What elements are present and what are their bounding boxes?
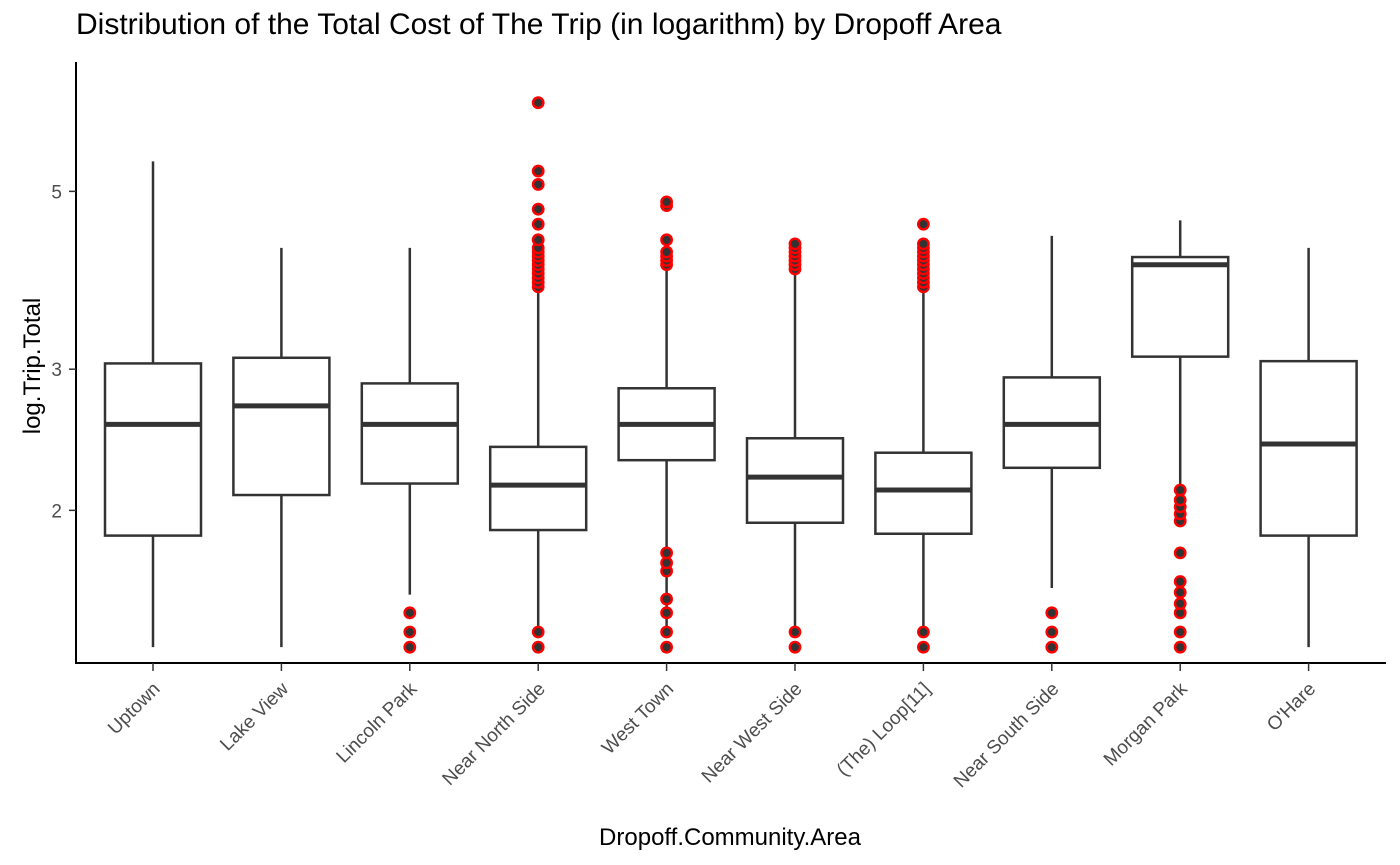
axes-layer — [75, 62, 1386, 664]
chart-title: Distribution of the Total Cost of The Tr… — [76, 8, 1002, 41]
outlier-point — [788, 640, 802, 654]
x-tick-label: Near South Side — [950, 679, 1063, 792]
iqr-box — [103, 362, 203, 537]
outlier-point — [403, 640, 417, 654]
x-tick-label: Morgan Park — [1100, 678, 1192, 770]
outlier-point — [403, 606, 417, 620]
outlier-point — [788, 237, 802, 251]
outlier-point — [531, 178, 545, 191]
x-tick-label: Lake View — [216, 678, 293, 755]
outlier-point — [1173, 546, 1187, 560]
iqr-box — [1130, 255, 1230, 358]
x-tick-label: Uptown — [104, 679, 164, 739]
box-2 — [232, 247, 331, 648]
x-axis-title: Dropoff.Community.Area — [599, 824, 862, 851]
x-ticks-layer: Uptown Lake View Lincoln Park Near North Si… — [104, 663, 1320, 792]
x-tick-label: O'Hare — [1263, 679, 1320, 736]
outlier-point — [1173, 575, 1187, 588]
outlier-point — [660, 245, 673, 259]
outlier-point — [660, 606, 673, 620]
outlier-point — [531, 625, 545, 639]
iqr-box — [488, 445, 588, 532]
box-10 — [1259, 247, 1358, 648]
outlier-point — [1173, 597, 1187, 610]
outlier-point — [1173, 586, 1187, 599]
box-3 — [360, 247, 460, 654]
outlier-point — [1045, 640, 1059, 654]
x-tick-label: Near North Side — [439, 679, 550, 790]
outlier-point — [660, 195, 673, 209]
box-5 — [617, 195, 716, 654]
outlier-point — [531, 202, 545, 216]
y-tick-label: 5 — [51, 182, 62, 203]
x-tick-label: Lincoln Park — [333, 678, 422, 767]
y-tick-label: 2 — [51, 501, 62, 522]
outlier-point — [660, 625, 673, 639]
outlier-point — [917, 237, 930, 251]
iqr-box — [874, 451, 973, 535]
outlier-point — [531, 217, 545, 231]
boxes-layer — [103, 96, 1358, 654]
iqr-box — [1259, 359, 1358, 537]
box-1 — [103, 161, 203, 648]
iqr-box — [232, 356, 331, 497]
x-tick-label: (The) Loop[11] — [833, 679, 935, 781]
outlier-point — [531, 233, 545, 247]
outlier-point — [1173, 483, 1187, 497]
box-6 — [745, 237, 845, 654]
y-tick-label: 3 — [51, 360, 62, 381]
outlier-point — [531, 164, 545, 178]
outlier-point — [1173, 625, 1187, 639]
iqr-box — [745, 437, 845, 524]
outlier-point — [1045, 606, 1059, 620]
outlier-point — [531, 640, 545, 654]
y-ticks-layer: 2 3 5 — [51, 182, 76, 522]
outlier-point — [917, 217, 930, 231]
box-9 — [1130, 220, 1230, 654]
outlier-point — [917, 640, 930, 654]
outlier-point — [917, 625, 930, 639]
outlier-point — [660, 233, 673, 247]
outlier-point — [788, 625, 802, 639]
box-4 — [488, 96, 588, 654]
iqr-box — [360, 382, 460, 485]
x-tick-label: Near West Side — [698, 679, 807, 788]
outlier-point — [660, 640, 673, 654]
outlier-point — [403, 625, 417, 639]
outlier-point — [1045, 625, 1059, 639]
outlier-point — [1173, 640, 1187, 654]
box-8 — [1002, 235, 1102, 654]
x-tick-label: West Town — [598, 679, 678, 759]
outlier-point — [531, 96, 545, 110]
box-7 — [874, 217, 973, 654]
outlier-point — [660, 592, 673, 606]
outlier-point — [660, 546, 673, 560]
y-axis-title: log.Trip.Total — [19, 298, 46, 435]
